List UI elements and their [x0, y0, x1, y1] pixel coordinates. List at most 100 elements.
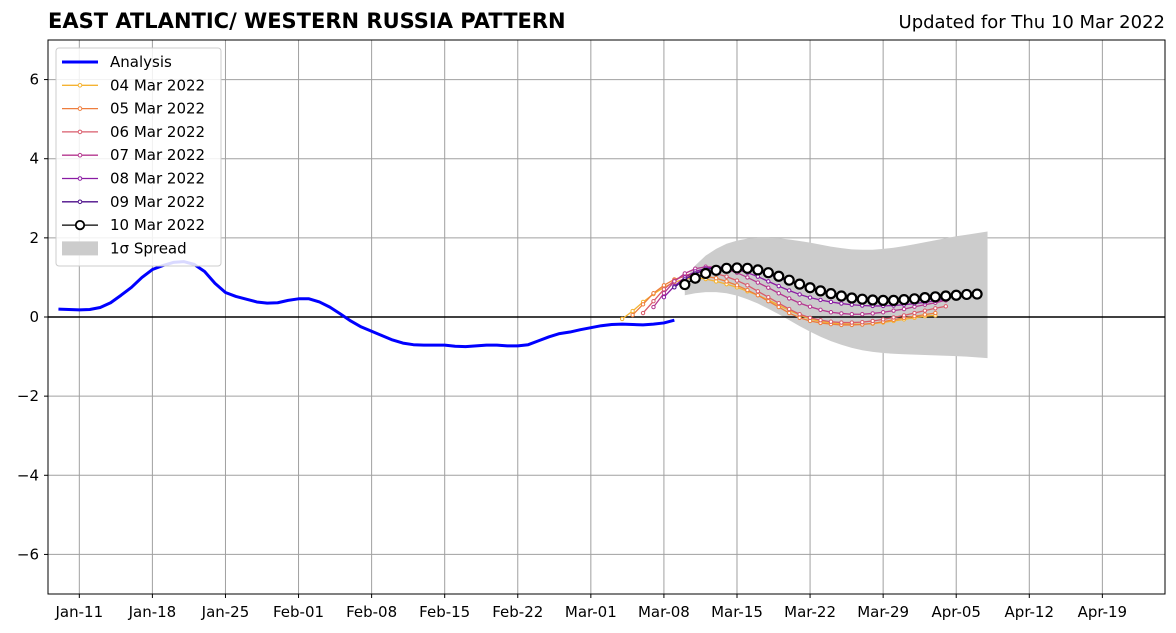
forecast-point	[860, 312, 865, 317]
forecast-point	[745, 283, 750, 288]
x-tick-label: Jan-18	[128, 603, 177, 621]
forecast-point	[901, 306, 907, 312]
forecast-point	[849, 312, 855, 317]
legend-label: 07 Mar 2022	[110, 146, 205, 164]
legend-label: 04 Mar 2022	[110, 76, 205, 94]
forecast-point	[971, 288, 983, 300]
plot-frame	[47, 39, 1166, 595]
forecast-point	[630, 308, 635, 314]
forecast-point	[828, 299, 834, 305]
forecast-point	[835, 290, 847, 302]
forecast-point	[741, 262, 754, 274]
forecast-point	[724, 279, 729, 284]
x-tick-label: Apr-19	[1078, 603, 1128, 621]
legend-box	[55, 47, 222, 267]
forecast-point	[682, 271, 687, 276]
forecast-point	[786, 310, 792, 316]
legend-marker	[77, 152, 83, 158]
forecast-point	[846, 292, 858, 304]
forecast-point	[731, 262, 743, 274]
series-layer	[58, 260, 983, 349]
forecast-point	[661, 291, 667, 296]
forecast-point	[651, 298, 656, 304]
forecast-point	[766, 279, 771, 284]
forecast-point	[773, 270, 785, 282]
forecast-point	[860, 319, 865, 325]
forecast-point	[912, 310, 917, 316]
forecast-point	[640, 302, 646, 307]
forecast-point	[828, 319, 834, 324]
forecast-point	[922, 312, 928, 317]
forecast-point	[745, 275, 750, 280]
forecast-point	[887, 294, 900, 306]
forecast-point	[619, 316, 625, 322]
legend-label: 08 Mar 2022	[110, 170, 205, 188]
forecast-point	[856, 293, 868, 305]
x-tick-label: Apr-05	[931, 603, 981, 621]
forecast-point	[940, 290, 952, 302]
legend-label: 06 Mar 2022	[110, 123, 205, 141]
forecast-point	[804, 282, 816, 294]
forecast-point	[700, 267, 712, 280]
legend-label: 1σ Spread	[110, 239, 187, 257]
forecast-point	[766, 285, 771, 290]
forecast-point	[818, 317, 823, 323]
legend: Analysis 04 Mar 2022 05 Mar 2022 06 Mar 202…	[55, 47, 222, 267]
forecast-point	[752, 264, 764, 276]
forecast-point	[672, 279, 677, 284]
y-tick-label: −4	[17, 466, 39, 484]
forecast-point	[950, 289, 962, 301]
forecast-point	[766, 295, 771, 300]
legend-marker	[77, 199, 83, 205]
forecast-point	[933, 310, 938, 316]
x-tick-label: Feb-15	[419, 603, 470, 621]
forecast-point	[870, 318, 875, 324]
legend-label: 10 Mar 2022	[110, 216, 205, 234]
forecast-point	[797, 315, 802, 320]
forecast-point	[661, 287, 667, 292]
forecast-point	[776, 304, 781, 310]
legend-marker	[77, 106, 83, 111]
forecast-point	[891, 308, 896, 313]
forecast-point	[880, 317, 886, 322]
forecast-point	[745, 287, 750, 293]
forecast-point	[818, 307, 823, 313]
forecast-point	[794, 278, 806, 290]
forecast-point	[776, 291, 781, 296]
forecast-point	[797, 292, 802, 297]
y-tick-label: 6	[29, 71, 39, 89]
forecast-point	[755, 293, 761, 298]
tick-labels: Jan-11 Jan-18 Jan-25 Feb-01 Feb-08 Feb-15 Feb-…	[17, 71, 1127, 621]
forecast-point	[734, 278, 740, 283]
forecast-point	[640, 310, 646, 316]
legend-label: 09 Mar 2022	[110, 193, 205, 211]
forecast-point	[825, 288, 837, 300]
forecast-point	[880, 310, 886, 315]
forecast-point	[849, 320, 855, 325]
forecast-point	[961, 288, 973, 301]
forecast-point	[783, 274, 795, 286]
forecast-point	[651, 304, 656, 310]
forecast-point	[828, 310, 834, 315]
forecast-point	[713, 276, 719, 281]
forecast-point	[807, 295, 813, 300]
legend-marker	[77, 83, 83, 88]
forecast-point	[797, 312, 802, 317]
legend-marker	[77, 176, 83, 181]
x-tick-label: Jan-11	[55, 603, 104, 621]
forecast-point	[661, 283, 667, 288]
forecast-point	[919, 292, 931, 304]
forecast-point	[786, 288, 792, 293]
forecast-point	[630, 312, 635, 318]
forecast-point	[891, 315, 896, 320]
forecast-point	[929, 291, 941, 303]
forecast-point	[776, 300, 781, 306]
x-tick-label: Mar-08	[638, 603, 690, 621]
forecast-point	[689, 272, 701, 284]
x-tick-label: Mar-01	[565, 603, 617, 621]
forecast-point	[724, 274, 729, 279]
x-tick-label: Feb-22	[492, 603, 543, 621]
forecast-point	[797, 300, 802, 306]
x-tick-label: Feb-01	[273, 603, 324, 621]
